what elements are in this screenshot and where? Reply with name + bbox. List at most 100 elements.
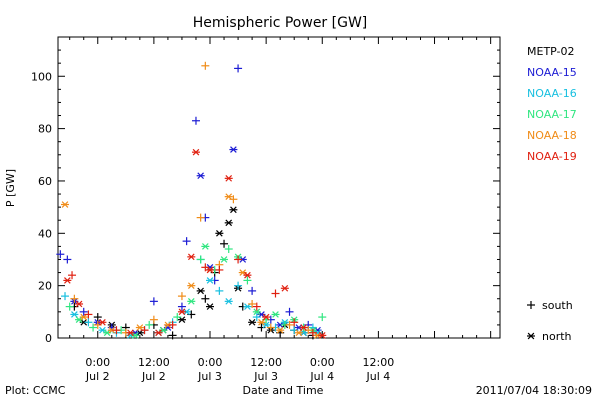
series-noaa-19 [63,148,327,339]
data-point [177,292,186,301]
data-point [206,277,215,284]
data-point [187,282,196,289]
data-point [201,294,210,303]
data-point [149,315,158,324]
data-point [63,255,72,264]
data-point [196,172,205,180]
y-tick-label: 0 [45,332,52,345]
x-tick-date-label: Jul 3 [197,370,222,383]
data-point [229,146,238,153]
y-axis-label: P [GW] [4,169,17,207]
data-point [266,323,275,332]
data-point [252,302,261,311]
data-point [126,329,135,337]
data-point [196,255,205,264]
data-point [201,61,210,70]
series-noaa-18 [61,61,322,339]
data-point [224,245,233,254]
footer-credit: Plot: CCMC [5,384,66,397]
data-point [224,175,233,182]
series-noaa-15 [56,64,322,337]
data-point [154,329,163,337]
y-tick-label: 80 [38,123,52,136]
x-axis-label: Date and Time [243,384,324,397]
data-point [271,289,280,298]
data-point [299,324,308,331]
series-noaa-16 [61,255,322,339]
data-point [65,302,74,311]
data-point [318,313,327,322]
x-tick-date-label: Jul 2 [141,370,166,383]
data-point [70,311,79,318]
y-tick-label: 20 [38,280,52,293]
legend-marker-south [527,301,535,309]
data-point [191,116,200,125]
data-point [75,300,84,308]
legend-entry: METP-02 [527,45,575,58]
data-point [243,303,252,310]
data-point [112,326,121,335]
data-point [220,239,229,248]
data-point [56,250,65,259]
data-point [215,229,224,237]
y-tick-label: 60 [38,175,52,188]
data-point [290,318,299,327]
data-point [308,328,317,337]
data-point [252,308,261,316]
x-tick-time-label: 12:00 [363,356,395,369]
data-point [248,299,257,308]
x-tick-time-label: 12:00 [138,356,170,369]
data-point [280,284,289,292]
data-point [177,302,186,311]
data-point [243,276,252,285]
data-point [206,303,215,310]
data-point [79,313,88,321]
data-point [98,318,107,326]
data-point [215,265,224,274]
data-point [224,219,233,227]
data-point [89,323,98,332]
data-point [61,292,70,301]
data-point [248,318,257,326]
data-point [234,255,243,264]
x-tick-time-label: 0:00 [85,356,110,369]
x-tick-date-label: Jul 4 [309,370,334,383]
data-point [191,148,200,156]
data-point [271,311,280,318]
footer-timestamp: 2011/07/04 18:30:09 [476,384,592,397]
data-point [177,308,186,316]
y-axis: 0 20 40 60 80 100 [31,36,500,345]
x-tick-date-label: Jul 2 [85,370,110,383]
x-tick-date-label: Jul 3 [253,370,278,383]
data-point [187,298,196,305]
data-point [229,206,238,214]
data-point [234,64,243,73]
data-point [196,213,205,222]
legend-entry: NOAA-17 [527,108,577,121]
legend-entry: NOAA-15 [527,66,577,79]
data-point [215,286,224,295]
data-point [285,307,294,316]
data-point [84,318,93,327]
data-point [285,320,294,329]
data-point [84,310,93,319]
legend: METP-02 NOAA-15 NOAA-16 NOAA-17 NOAA-18 NOAA-… [527,45,577,343]
data-point [276,326,285,334]
legend-entry: NOAA-19 [527,150,577,163]
x-tick-time-label: 0:00 [310,356,335,369]
legend-entry: NOAA-18 [527,129,577,142]
data-point [140,326,149,335]
x-tick-date-label: Jul 4 [366,370,391,383]
data-point [63,277,72,284]
data-point [177,316,186,324]
series-metp-02 [70,206,317,340]
legend-marker-label: north [542,330,572,343]
data-point [248,286,257,295]
data-point [70,294,79,303]
data-point [224,298,233,305]
y-tick-label: 100 [31,70,52,83]
data-point [68,271,77,280]
legend-entry: NOAA-16 [527,87,577,100]
